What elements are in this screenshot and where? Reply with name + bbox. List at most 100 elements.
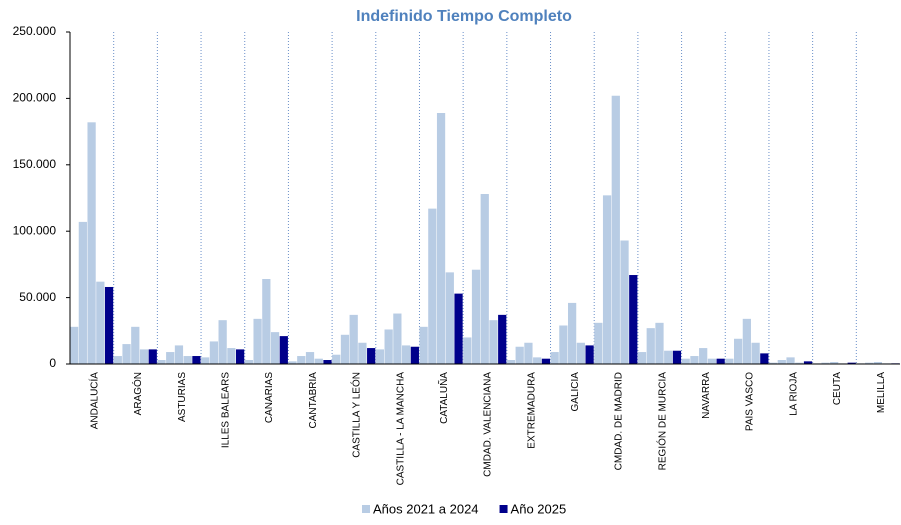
bar xyxy=(201,357,210,364)
bar xyxy=(524,342,533,364)
x-tick-label: LA RIOJA xyxy=(788,372,799,416)
bar xyxy=(166,352,175,364)
bar xyxy=(803,361,813,364)
bar xyxy=(174,345,184,364)
bar xyxy=(419,326,428,364)
bar xyxy=(244,360,253,364)
x-tick-label: CATALUÑA xyxy=(437,372,450,424)
y-tick-label: 0 xyxy=(49,356,56,370)
x-tick-label: CASTILLA Y LEÓN xyxy=(350,372,363,458)
bar xyxy=(611,95,620,364)
bar xyxy=(550,352,559,364)
y-tick-label: 250.000 xyxy=(13,24,57,38)
bar xyxy=(279,336,288,364)
x-tick-label: REGIÓN DE MURCIA xyxy=(655,372,668,471)
bar xyxy=(707,358,717,364)
x-tick-label: PAIS VASCO xyxy=(745,372,756,431)
legend-label: Años 2021 a 2024 xyxy=(373,501,479,516)
bar xyxy=(104,286,114,364)
x-tick-label: GALICIA xyxy=(570,372,581,412)
bar xyxy=(70,326,79,364)
x-tick-label: CEUTA xyxy=(832,372,843,405)
bar xyxy=(393,313,402,364)
bar xyxy=(742,318,751,364)
x-tick-label: CMDAD. VALENCIANA xyxy=(483,372,494,477)
bar xyxy=(637,352,647,364)
x-tick-label: ASTURIAS xyxy=(177,372,188,422)
bar xyxy=(297,356,306,364)
x-tick-label: CANARIAS xyxy=(264,372,275,423)
bar xyxy=(541,358,551,364)
bar xyxy=(367,348,376,364)
bar xyxy=(664,350,673,364)
bar xyxy=(288,361,297,364)
bar xyxy=(436,113,446,365)
x-tick-label: EXTREMADURA xyxy=(526,372,537,449)
bar xyxy=(183,356,192,364)
bar xyxy=(716,358,725,364)
legend-swatch xyxy=(499,505,508,513)
bar xyxy=(594,322,603,364)
bar xyxy=(865,362,874,364)
bar xyxy=(585,345,594,364)
legend-swatch xyxy=(362,505,370,513)
bar xyxy=(646,328,655,364)
bar xyxy=(655,322,664,364)
bar xyxy=(768,362,778,364)
bar xyxy=(332,354,341,364)
bar xyxy=(830,362,839,364)
bar xyxy=(602,195,612,364)
bar xyxy=(777,360,786,364)
y-tick-label: 50.000 xyxy=(19,290,56,304)
bar xyxy=(78,221,87,364)
bar xyxy=(262,279,271,364)
bar xyxy=(192,356,201,364)
bar xyxy=(314,358,323,364)
legend-label: Año 2025 xyxy=(511,501,567,516)
bar xyxy=(445,272,454,364)
chart-title: Indefinido Tiempo Completo xyxy=(356,8,572,25)
bar xyxy=(253,318,262,364)
bar xyxy=(515,346,524,364)
x-tick-label: NAVARRA xyxy=(701,372,712,419)
bar xyxy=(87,122,96,364)
bar xyxy=(533,357,542,364)
bar xyxy=(480,194,489,364)
bar xyxy=(122,344,131,364)
bar xyxy=(620,240,629,364)
bar xyxy=(270,332,280,364)
bar xyxy=(760,353,769,364)
bar xyxy=(236,349,245,364)
bar xyxy=(471,269,481,364)
bar xyxy=(699,348,708,364)
x-tick-label: CASTILLA - LA MANCHA xyxy=(395,372,406,486)
bar xyxy=(402,345,411,364)
bar xyxy=(410,346,419,364)
bar xyxy=(209,341,219,364)
bar xyxy=(227,348,236,364)
bar xyxy=(139,349,149,364)
bar xyxy=(349,314,358,364)
bar xyxy=(305,352,315,364)
bar xyxy=(96,281,105,364)
x-tick-label: CANTABRIA xyxy=(308,372,319,429)
bar xyxy=(113,356,122,364)
x-tick-label: MELILLA xyxy=(876,372,887,413)
y-tick-label: 100.000 xyxy=(13,223,57,237)
bar xyxy=(358,342,367,364)
y-tick-label: 200.000 xyxy=(13,91,57,105)
bar xyxy=(454,293,463,364)
bar xyxy=(506,360,516,364)
x-tick-label: ILLES BALEARS xyxy=(221,372,232,448)
bar xyxy=(489,320,498,364)
bar xyxy=(690,356,699,364)
y-tick-label: 150.000 xyxy=(13,157,57,171)
bar xyxy=(725,358,734,364)
bar xyxy=(568,302,577,364)
bar xyxy=(629,275,638,364)
bar xyxy=(672,350,682,364)
x-tick-label: CMDAD. DE MADRID xyxy=(614,372,625,470)
bar xyxy=(751,342,760,364)
bar xyxy=(148,349,157,364)
